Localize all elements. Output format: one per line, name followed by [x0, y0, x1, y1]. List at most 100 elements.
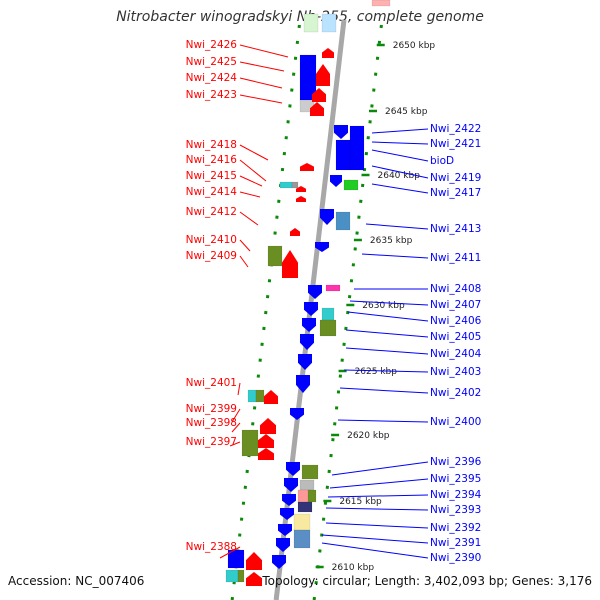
gene-label-Nwi_2415: Nwi_2415	[186, 170, 237, 182]
gene-label-leader	[371, 149, 429, 162]
gene-label-Nwi_2390: Nwi_2390	[430, 552, 481, 564]
gene-block	[227, 549, 245, 569]
gene-label-leader	[365, 223, 429, 230]
gene-block	[343, 179, 359, 191]
gene-arrow-reverse	[280, 508, 294, 520]
gene-block	[303, 13, 319, 33]
gene-label-leader	[239, 77, 283, 89]
scale-label: 2635 kbp	[370, 236, 413, 246]
scale-label: 2650 kbp	[393, 41, 436, 51]
gene-arrow-forward	[258, 434, 274, 448]
scale-label: 2620 kbp	[347, 431, 390, 441]
gene-arrow-forward	[296, 196, 306, 202]
gene-block	[321, 13, 337, 33]
gene-label-leader	[349, 300, 429, 306]
gene-label-Nwi_2414: Nwi_2414	[186, 186, 238, 198]
gene-block	[237, 569, 245, 583]
gene-label-Nwi_2407: Nwi_2407	[430, 299, 481, 311]
gene-label-leader	[337, 419, 429, 423]
gene-arrow-forward	[316, 64, 330, 86]
gene-label-leader	[239, 44, 289, 58]
gene-label-Nwi_2398: Nwi_2398	[186, 417, 237, 429]
scale-label: 2625 kbp	[355, 367, 398, 377]
gene-block	[299, 479, 315, 491]
gene-label-bioD: bioD	[430, 155, 454, 167]
gene-arrow-reverse	[334, 125, 348, 139]
gene-arrow-forward	[312, 88, 326, 102]
gene-label-Nwi_2388: Nwi_2388	[186, 541, 237, 553]
topology-text: Topology: circular; Length: 3,402,093 bp…	[262, 574, 592, 588]
gene-block	[371, 0, 391, 7]
gene-block	[349, 125, 365, 171]
gene-label-leader	[231, 422, 241, 433]
gene-arrow-forward	[296, 186, 306, 192]
gene-label-leader	[239, 175, 263, 187]
gene-label-Nwi_2394: Nwi_2394	[430, 489, 482, 501]
gene-block	[307, 489, 317, 503]
gene-arrow-forward	[290, 228, 300, 236]
gene-label-Nwi_2419: Nwi_2419	[430, 172, 481, 184]
gene-label-Nwi_2411: Nwi_2411	[430, 252, 481, 264]
gene-arrow-reverse	[320, 209, 334, 225]
gene-arrow-reverse	[330, 175, 342, 187]
gene-block	[293, 529, 311, 549]
gene-label-leader	[321, 534, 429, 544]
gene-arrow-forward	[310, 102, 324, 116]
gene-label-leader	[371, 128, 429, 134]
gene-arrow-forward	[322, 48, 334, 58]
accession-text: Accession: NC_007406	[8, 574, 145, 588]
gene-label-Nwi_2397: Nwi_2397	[186, 436, 237, 448]
gene-arrow-reverse	[282, 494, 296, 506]
gene-arrow-reverse	[284, 478, 298, 492]
gene-label-leader	[325, 522, 429, 529]
gene-label-Nwi_2413: Nwi_2413	[430, 223, 481, 235]
gene-label-Nwi_2412: Nwi_2412	[186, 206, 237, 218]
gene-label-Nwi_2393: Nwi_2393	[430, 504, 481, 516]
gene-arrow-forward	[258, 448, 274, 460]
gene-block	[319, 319, 337, 337]
gene-arrow-reverse	[308, 285, 322, 299]
gene-label-Nwi_2421: Nwi_2421	[430, 138, 481, 150]
gene-label-Nwi_2410: Nwi_2410	[186, 234, 237, 246]
gene-label-Nwi_2392: Nwi_2392	[430, 522, 481, 534]
gene-label-Nwi_2391: Nwi_2391	[430, 537, 481, 549]
gene-arrow-reverse	[315, 242, 329, 252]
gene-block	[301, 464, 319, 480]
gene-arrow-reverse	[298, 354, 312, 370]
gene-label-leader	[237, 382, 241, 396]
gene-label-Nwi_2400: Nwi_2400	[430, 416, 481, 428]
gene-label-leader	[361, 253, 429, 259]
gene-arrow-reverse	[304, 302, 318, 316]
gene-arrow-forward	[246, 552, 262, 570]
scale-label: 2630 kbp	[362, 301, 405, 311]
gene-label-Nwi_2422: Nwi_2422	[430, 123, 481, 135]
gene-label-leader	[229, 441, 241, 447]
gene-label-leader	[345, 347, 429, 355]
gene-label-leader	[239, 255, 249, 268]
gene-label-leader	[339, 387, 429, 394]
gene-label-leader	[343, 369, 429, 373]
gene-label-Nwi_2426: Nwi_2426	[186, 39, 238, 51]
gene-block	[241, 429, 259, 457]
gene-arrow-forward	[300, 163, 314, 171]
gene-label-leader	[239, 61, 285, 72]
gene-label-Nwi_2409: Nwi_2409	[186, 250, 237, 262]
gene-label-Nwi_2418: Nwi_2418	[186, 139, 237, 151]
gene-block	[335, 211, 351, 231]
gene-block	[297, 501, 313, 513]
gene-arrow-reverse	[302, 318, 316, 332]
gene-label-Nwi_2423: Nwi_2423	[186, 89, 237, 101]
gene-label-leader	[325, 507, 429, 511]
gene-label-Nwi_2396: Nwi_2396	[430, 456, 482, 468]
gene-block	[247, 389, 257, 403]
gene-label-leader	[239, 94, 283, 104]
gene-label-Nwi_2405: Nwi_2405	[430, 331, 481, 343]
gene-label-Nwi_2401: Nwi_2401	[186, 377, 237, 389]
gene-label-Nwi_2425: Nwi_2425	[186, 56, 237, 68]
gene-label-Nwi_2406: Nwi_2406	[430, 315, 482, 327]
gene-label-leader	[371, 183, 429, 194]
gene-label-leader	[345, 329, 429, 338]
gene-label-Nwi_2395: Nwi_2395	[430, 473, 481, 485]
tick-track-left	[230, 24, 301, 600]
